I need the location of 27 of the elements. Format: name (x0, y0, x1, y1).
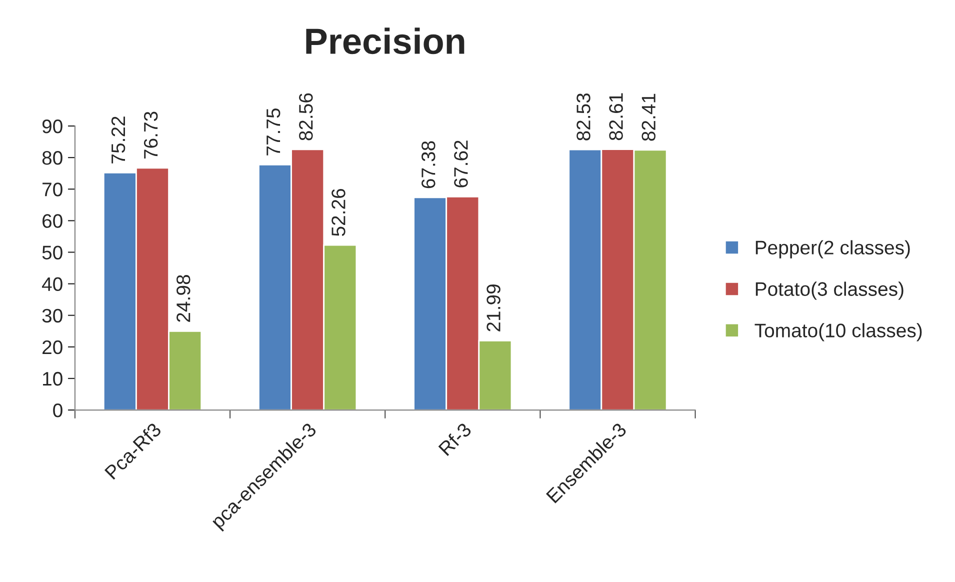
chart-title: Precision (306, 28, 464, 54)
y-tick-label: 40 (42, 277, 62, 292)
data-label: 52.26 (332, 188, 346, 236)
legend-label: Tomato(10 classes) (754, 323, 922, 342)
y-tick-label: 80 (42, 151, 62, 165)
y-tick-label: 50 (42, 246, 62, 260)
y-tick-label: 90 (42, 119, 62, 134)
data-label: 82.53 (576, 93, 590, 140)
data-label: 75.22 (111, 116, 126, 164)
legend-label: Potato(3 classes) (756, 282, 904, 300)
data-label: 21.99 (486, 284, 500, 332)
data-label: 24.98 (176, 275, 190, 322)
y-tick-label: 10 (43, 372, 62, 386)
y-tick-label: 20 (42, 340, 62, 354)
data-label: 82.41 (642, 94, 656, 141)
data-label: 76.73 (144, 112, 158, 159)
y-tick-label: 30 (42, 308, 62, 323)
y-tick-label: 60 (42, 214, 62, 228)
legend-label: Pepper(2 classes) (756, 240, 910, 258)
data-label: 67.62 (454, 140, 468, 188)
data-label: 82.61 (609, 93, 623, 140)
data-label: 77.75 (266, 108, 280, 156)
y-tick-label: 70 (42, 182, 62, 196)
data-label: 82.56 (299, 93, 313, 140)
data-label: 67.38 (422, 141, 436, 188)
y-tick-label: 0 (53, 403, 62, 418)
x-tick-label: Rf-3 (438, 422, 472, 456)
